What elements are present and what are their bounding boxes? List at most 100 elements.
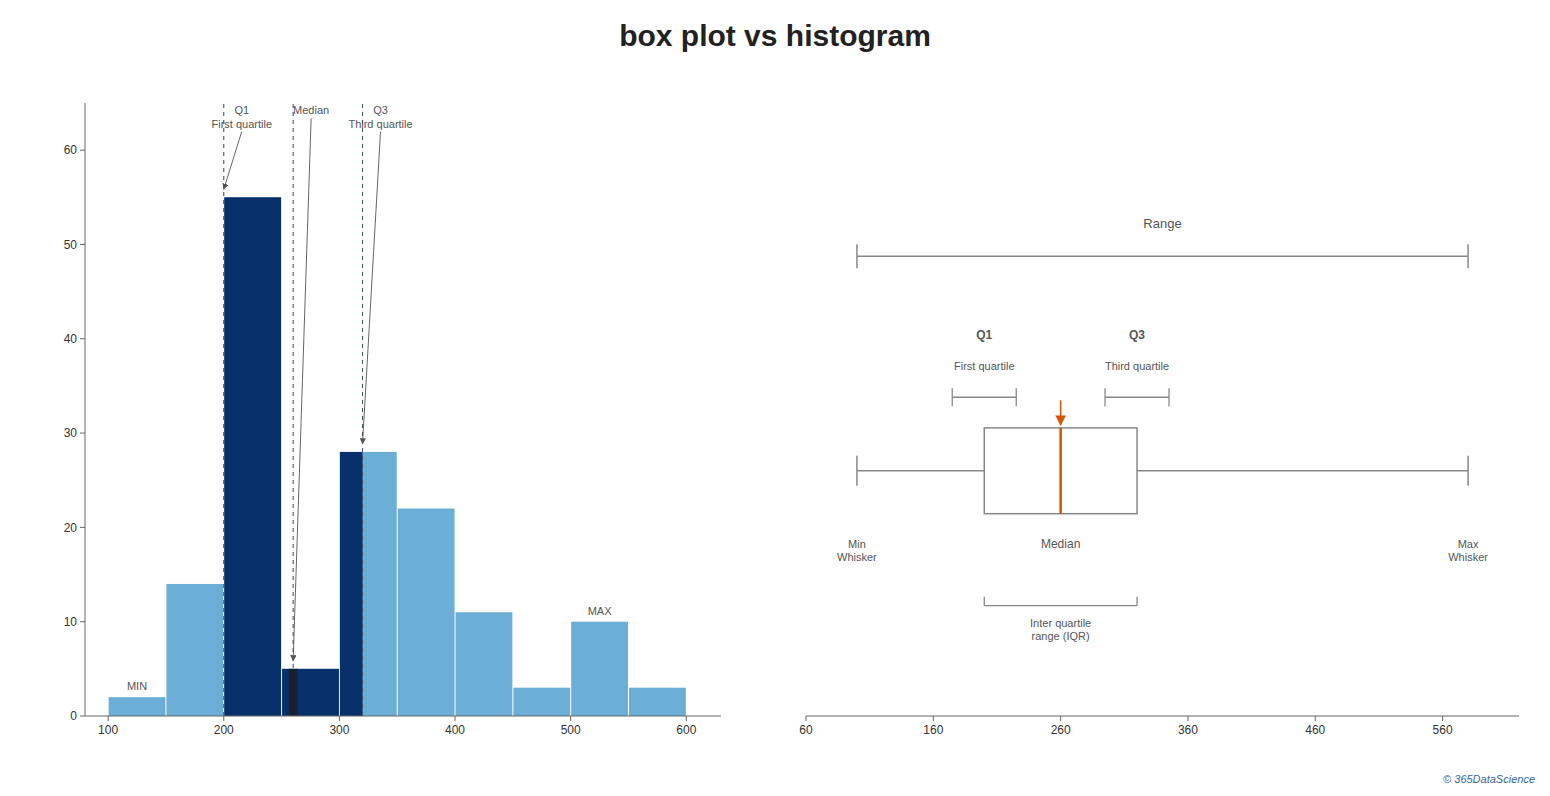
text-line: 560 [1433, 723, 1453, 737]
x-tick-label: 360 [1178, 723, 1198, 737]
annotation: MinWhisker [837, 538, 877, 563]
text-line: 20 [64, 521, 78, 535]
median-bar [289, 669, 298, 716]
text-line: 60 [799, 723, 813, 737]
histogram-bar [109, 697, 166, 716]
text-line: range (IQR) [1032, 630, 1090, 642]
boxplot-panel: 60160260360460560RangeQ1First quartileQ3… [799, 216, 1535, 785]
histogram-bar [571, 622, 628, 716]
x-tick-label: 500 [561, 723, 581, 737]
text-line: Third quartile [348, 118, 412, 130]
text-line: Third quartile [1105, 360, 1169, 372]
watermark: © 365DataScience [1443, 773, 1535, 785]
text-line: 160 [923, 723, 943, 737]
text-line: Min [848, 538, 866, 550]
chart-root: 100 200 300 400 500 600 0 10 20 30 40 50 60 Q1 First q… [0, 0, 1550, 796]
y-tick-label: 10 [64, 615, 78, 629]
iqr-bracket-cap [984, 597, 985, 606]
annotation: MAX [588, 605, 613, 617]
iqr-overlay [224, 197, 281, 716]
text-line: Range [1143, 216, 1181, 231]
text-line: Median [1041, 537, 1080, 551]
annotation: Range [1143, 216, 1181, 231]
histogram-bar [513, 688, 570, 716]
x-tick [339, 716, 340, 721]
text-line: 100 [98, 723, 118, 737]
whisker-cap [856, 456, 858, 486]
quartile-connector-cap [952, 388, 953, 406]
quartile-connector-cap [1104, 388, 1105, 406]
x-tick [223, 716, 224, 721]
x-tick-label: 300 [329, 723, 349, 737]
text-line: Median [293, 104, 329, 116]
annotation: Median [293, 104, 329, 116]
x-tick [1060, 716, 1061, 721]
histogram-bar [224, 197, 281, 716]
text-line: 400 [445, 723, 465, 737]
annotations: Q1First quartileMedianQ3Third quartileMI… [127, 104, 612, 692]
quartile-connector-cap [1016, 388, 1017, 406]
annotation: Q3 [1129, 328, 1145, 342]
text-line: 460 [1305, 723, 1325, 737]
x-tick-label: 400 [445, 723, 465, 737]
text-line: box plot vs histogram [619, 19, 931, 52]
quartile-line [362, 103, 363, 716]
text-line: First quartile [954, 360, 1015, 372]
quartile-connector-cap [1168, 388, 1169, 406]
x-tick [686, 716, 687, 721]
x-tick [1442, 716, 1443, 721]
whisker-line [857, 470, 1468, 472]
x-tick [1187, 716, 1188, 721]
text-line: 50 [64, 238, 78, 252]
text-line: 10 [64, 615, 78, 629]
x-tick-label: 60 [799, 723, 813, 737]
text-line: 30 [64, 426, 78, 440]
y-tick-label: 60 [64, 143, 78, 157]
text-line: 360 [1178, 723, 1198, 737]
text-line: Q1 [234, 104, 249, 116]
iqr-bracket-cap [1136, 597, 1137, 606]
quartile-connector [1105, 397, 1169, 398]
text-line: 0 [70, 709, 77, 723]
text-line: Inter quartile [1030, 617, 1091, 629]
text-line: Max [1458, 538, 1479, 550]
x-axis-line [806, 716, 1519, 717]
quartile-line [223, 103, 224, 716]
x-axis-line [85, 716, 721, 717]
quartile-connector [952, 397, 1016, 398]
text-line: 300 [329, 723, 349, 737]
annotation: Q1 First quartile [211, 104, 272, 129]
x-tick [1315, 716, 1316, 721]
iqr-overlay [340, 452, 363, 716]
y-tick-label: 0 [70, 709, 77, 723]
x-tick-label: 560 [1433, 723, 1453, 737]
y-tick [80, 433, 85, 434]
annotation: MIN [127, 680, 147, 692]
x-tick [806, 716, 807, 721]
annotation-arrow [224, 132, 242, 190]
annotation-arrow [293, 118, 311, 660]
histogram-panel: 100 200 300 400 500 600 0 10 20 30 40 50 60 Q1 First q… [64, 103, 721, 737]
quartile-line [293, 103, 294, 716]
text-line: 500 [561, 723, 581, 737]
y-tick [80, 621, 85, 622]
annotation: First quartile [954, 360, 1015, 372]
histogram-bar [166, 584, 223, 716]
x-tick-label: 160 [923, 723, 943, 737]
y-tick-label: 40 [64, 332, 78, 346]
text-line: First quartile [211, 118, 272, 130]
median-arrow [1060, 400, 1062, 425]
text-line: 600 [676, 723, 696, 737]
text-line: 200 [214, 723, 234, 737]
range-line [857, 256, 1468, 258]
text-line: Q1 [976, 328, 992, 342]
x-tick [108, 716, 109, 721]
axes: 100 200 300 400 500 600 0 10 20 30 40 50 60 [64, 103, 721, 737]
text-line: © 365DataScience [1443, 773, 1535, 785]
text-line: MIN [127, 680, 147, 692]
annotation: Inter quartilerange (IQR) [1030, 617, 1091, 642]
range-cap [856, 244, 858, 268]
histogram-bar [282, 669, 339, 716]
y-tick-label: 20 [64, 521, 78, 535]
iqr-overlay [282, 669, 339, 716]
